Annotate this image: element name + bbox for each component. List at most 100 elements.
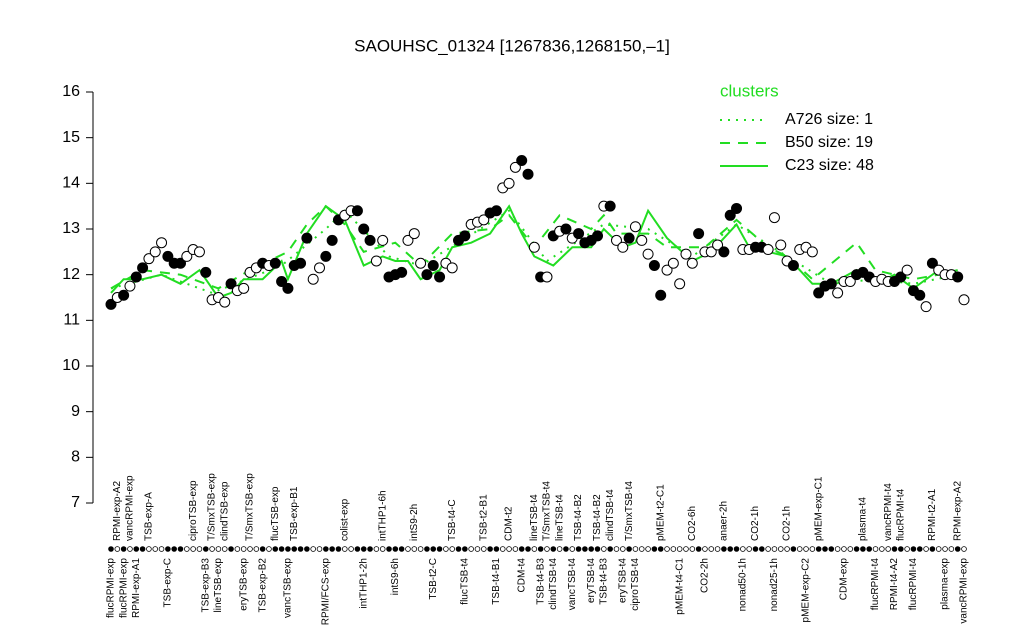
sample-dot <box>304 546 310 552</box>
sample-label: ciproTSB-t4 <box>630 558 641 611</box>
sample-dot <box>443 546 449 552</box>
sample-dot <box>809 546 816 552</box>
sample-dot <box>866 546 873 552</box>
sample-dot <box>575 546 582 552</box>
sample-dot <box>398 546 405 552</box>
sample-dot <box>253 546 260 552</box>
sample-dot <box>771 546 778 552</box>
sample-dot <box>582 546 588 552</box>
data-point <box>775 239 787 251</box>
sample-label: TSB-exp-A <box>144 492 155 541</box>
data-point <box>844 276 856 288</box>
data-point <box>181 250 193 262</box>
sample-dot <box>923 546 929 552</box>
sample-label: TSB-t4-B2 <box>573 494 584 541</box>
sample-dot <box>266 546 272 552</box>
sample-dot <box>177 546 184 552</box>
data-point <box>130 271 142 283</box>
data-point <box>137 262 149 274</box>
sample-dot <box>392 546 399 552</box>
data-point <box>193 246 205 258</box>
sample-dot <box>619 546 626 552</box>
data-point <box>724 209 736 221</box>
data-point <box>434 271 446 283</box>
sample-dot <box>885 546 891 552</box>
sample-label: CO2-1h <box>782 506 793 541</box>
sample-dot <box>285 546 291 552</box>
sample-dot <box>310 546 316 552</box>
sample-label: flucTSB-t4 <box>459 558 470 605</box>
sample-dot <box>335 546 342 552</box>
y-tick-label: 13 <box>62 220 80 237</box>
sample-dot <box>436 546 443 552</box>
sample-label: clindTSB-t4 <box>548 558 559 610</box>
y-tick-label: 8 <box>71 449 80 466</box>
sample-dot <box>449 546 456 552</box>
y-tick-label: 15 <box>62 129 80 146</box>
data-point <box>364 234 376 246</box>
data-point <box>478 214 490 226</box>
sample-label: RPMI-exp-A2 <box>112 481 123 541</box>
sample-label: T/SmxTSB-exp <box>207 473 218 541</box>
sample-dot <box>316 546 323 552</box>
data-point <box>914 289 926 301</box>
data-point <box>825 278 837 290</box>
sample-dot <box>910 546 917 552</box>
sample-dot <box>935 546 942 552</box>
sample-dot <box>209 546 215 552</box>
sample-dot <box>916 546 923 552</box>
sample-label: RPMI-t2-A1 <box>927 488 938 541</box>
sample-label: intS9-6h <box>390 558 401 595</box>
sample-dot <box>120 546 127 552</box>
sample-dot <box>171 546 177 552</box>
sample-dot <box>563 546 569 552</box>
data-point <box>427 260 439 272</box>
data-point <box>693 228 705 240</box>
sample-label: flucRPMI-t4 <box>870 558 881 611</box>
sample-dot <box>834 546 841 552</box>
data-point <box>295 257 307 269</box>
data-point <box>674 278 686 290</box>
data-point <box>415 257 427 269</box>
sample-dot <box>455 546 462 552</box>
cluster-line <box>110 209 958 294</box>
sample-dot <box>291 546 298 552</box>
sample-dot <box>430 546 437 552</box>
sample-dot <box>499 546 506 552</box>
sample-label: vancTSB-exp <box>283 558 294 618</box>
sample-dot <box>360 546 367 552</box>
sample-dot <box>904 546 910 552</box>
sample-dot <box>379 546 386 552</box>
sample-label: nonad25-1h <box>769 558 780 611</box>
sample-dot <box>929 546 936 552</box>
sample-label: eryTSB-exp <box>238 558 249 611</box>
data-point <box>156 237 168 249</box>
data-point <box>623 232 635 244</box>
data-point <box>358 223 370 235</box>
data-point <box>143 253 155 265</box>
sample-dot <box>146 546 152 552</box>
sample-dot <box>108 546 114 552</box>
sample-label: TSB-t4-B3 <box>535 558 546 605</box>
sample-dot <box>474 546 481 552</box>
chart-title: SAOUHSC_01324 [1267836,1268150,–1] <box>354 36 670 55</box>
data-point <box>503 177 515 189</box>
sample-label: RPMI-exp-A1 <box>131 558 142 618</box>
sample-dot <box>544 546 550 552</box>
sample-label: vancRPMI-exp <box>125 475 136 541</box>
sample-label: lineTSB-t4 <box>554 494 565 541</box>
y-tick-label: 16 <box>62 83 80 100</box>
data-point <box>731 202 743 214</box>
data-point <box>655 289 667 301</box>
sample-label: anaer-2h <box>719 501 730 541</box>
sample-dot <box>139 546 146 552</box>
sample-dot <box>651 546 658 552</box>
sample-dot <box>329 546 335 552</box>
sample-label: pMEM-exp-C2 <box>801 558 812 623</box>
data-point <box>926 257 938 269</box>
y-tick-label: 10 <box>62 357 80 374</box>
sample-label: RPMI/FCS-exp <box>320 558 331 626</box>
sample-dot <box>860 546 866 552</box>
sample-label: CDM-t2 <box>504 506 515 541</box>
